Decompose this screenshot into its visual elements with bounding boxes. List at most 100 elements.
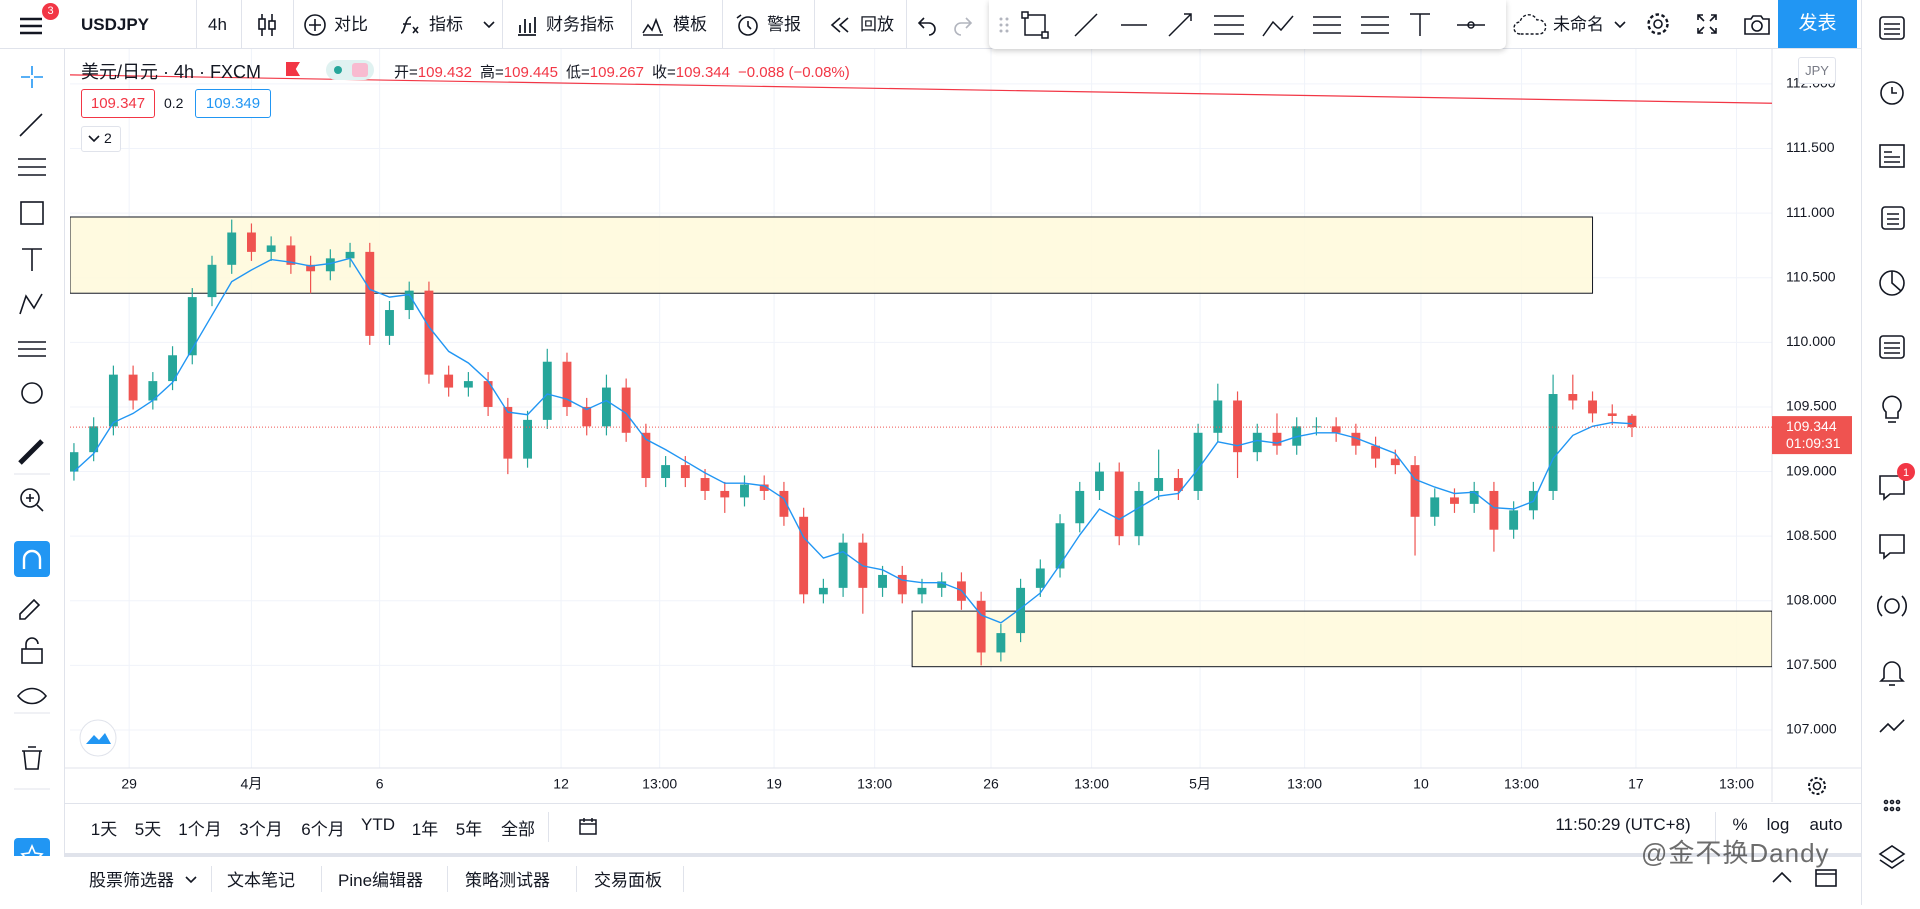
chat-button[interactable] xyxy=(1879,475,1905,501)
range-button[interactable]: 6个月 xyxy=(301,820,345,839)
templates-icon[interactable] xyxy=(641,13,665,37)
symbol[interactable]: USDJPY xyxy=(81,15,150,34)
trend-tool[interactable] xyxy=(19,113,43,137)
panel-tab[interactable]: 交易面板 xyxy=(594,871,662,890)
separator xyxy=(211,866,212,892)
replay-icon[interactable] xyxy=(828,14,852,36)
hotlist-button[interactable] xyxy=(1883,799,1901,812)
range-button[interactable]: YTD xyxy=(361,815,395,834)
ideas-button[interactable] xyxy=(1882,395,1902,423)
draw-mode-tool[interactable] xyxy=(19,598,41,620)
line-tool[interactable] xyxy=(1074,13,1098,37)
tv-logo[interactable] xyxy=(78,718,118,758)
pattern-tools[interactable] xyxy=(19,293,43,315)
ohlc-value: 109.344 xyxy=(675,64,730,81)
rectangle-tool[interactable] xyxy=(1021,11,1049,39)
visibility-tool[interactable] xyxy=(16,687,48,705)
calendar-button[interactable] xyxy=(1879,335,1905,359)
currency-label[interactable]: JPY xyxy=(1798,57,1836,84)
goto-date-button[interactable] xyxy=(576,816,600,838)
dropdown-arrow[interactable] xyxy=(482,19,496,31)
x-tick-label: 4月 xyxy=(241,776,263,792)
percent-toggle[interactable]: % xyxy=(1732,815,1748,834)
watchlist-button[interactable] xyxy=(1879,16,1905,40)
alerts-button[interactable] xyxy=(1879,661,1905,686)
messages-button[interactable] xyxy=(1879,534,1905,560)
indicator-toggle[interactable]: 2 xyxy=(81,126,121,152)
panel-tab[interactable]: 策略测试器 xyxy=(465,871,550,890)
layout-name[interactable]: 未命名 xyxy=(1553,15,1604,34)
collapse-panel[interactable] xyxy=(1770,868,1794,888)
alert-icon[interactable] xyxy=(734,12,760,38)
screener-button[interactable] xyxy=(1881,206,1905,230)
range-button[interactable]: 3个月 xyxy=(239,820,283,839)
replay-button[interactable]: 回放 xyxy=(860,15,894,34)
snapshot-button[interactable] xyxy=(1743,12,1771,36)
panel-tab[interactable]: 文本笔记 xyxy=(227,871,295,890)
dropdown-arrow[interactable] xyxy=(184,874,198,886)
range-button[interactable]: 5年 xyxy=(455,820,483,839)
chart-type-button[interactable] xyxy=(256,12,278,38)
lock-tool[interactable] xyxy=(21,637,43,664)
fib-tool[interactable] xyxy=(1313,16,1341,34)
dropdown-arrow[interactable] xyxy=(1613,19,1627,31)
crosshair-tool[interactable] xyxy=(21,66,43,88)
redo-button[interactable] xyxy=(950,14,974,36)
brush-tool[interactable] xyxy=(1262,15,1294,37)
compare-icon[interactable] xyxy=(303,13,327,37)
alert-button[interactable]: 警报 xyxy=(767,15,801,34)
clock[interactable]: 11:50:29 (UTC+8) xyxy=(1555,815,1691,834)
market-status[interactable] xyxy=(326,60,374,80)
measure-tool[interactable] xyxy=(18,439,44,465)
flag-marker[interactable] xyxy=(286,62,300,76)
pattern-tool[interactable] xyxy=(1361,16,1389,34)
data-window-button[interactable] xyxy=(1879,270,1905,296)
text-tools[interactable] xyxy=(22,248,42,271)
financials-button[interactable]: 财务指标 xyxy=(546,15,614,34)
text-tool[interactable] xyxy=(1410,13,1430,36)
range-button[interactable]: 1个月 xyxy=(178,820,222,839)
auto-toggle[interactable]: auto xyxy=(1809,815,1843,834)
templates-button[interactable]: 模板 xyxy=(673,15,707,34)
candle-body xyxy=(385,310,394,336)
maximize-panel[interactable] xyxy=(1814,867,1838,889)
range-button[interactable]: 全部 xyxy=(501,820,535,839)
y-tick-label: 110.000 xyxy=(1786,333,1836,349)
layers-button[interactable] xyxy=(1878,845,1906,869)
fullscreen-button[interactable] xyxy=(1695,12,1719,36)
ask-box[interactable]: 109.349 xyxy=(195,89,271,118)
fib-tools[interactable] xyxy=(18,158,46,176)
indicators-button[interactable]: 指标 xyxy=(429,15,463,34)
delete-tool[interactable] xyxy=(22,746,42,770)
log-toggle[interactable]: log xyxy=(1766,815,1790,834)
calendar-alarm-button[interactable] xyxy=(1880,81,1904,105)
magnet-button[interactable] xyxy=(14,541,50,577)
range-button[interactable]: 1天 xyxy=(90,820,118,839)
streams-button[interactable] xyxy=(1877,595,1907,617)
financials-icon[interactable] xyxy=(515,13,539,37)
axis-settings[interactable] xyxy=(1806,775,1828,797)
emoji-tools[interactable] xyxy=(21,382,43,404)
settings-button[interactable] xyxy=(1645,11,1671,37)
shape-tools[interactable] xyxy=(20,201,44,225)
menu-button[interactable] xyxy=(18,13,46,37)
range-button[interactable]: 1年 xyxy=(411,820,439,839)
compare-button[interactable]: 对比 xyxy=(334,15,368,34)
panel-tab[interactable]: 股票筛选器 xyxy=(89,871,174,890)
publish-button[interactable]: 发表 xyxy=(1778,0,1857,48)
trading-button[interactable] xyxy=(1879,719,1905,733)
news-button[interactable] xyxy=(1879,144,1905,168)
drag-handle[interactable] xyxy=(999,17,1009,33)
range-button[interactable]: 5天 xyxy=(134,820,162,839)
parallel-tool[interactable] xyxy=(1214,15,1244,35)
cloud-icon[interactable] xyxy=(1512,12,1552,38)
panel-tab[interactable]: Pine编辑器 xyxy=(338,871,424,890)
undo-button[interactable] xyxy=(916,14,940,36)
indicators-icon[interactable] xyxy=(397,13,421,37)
forecast-tools[interactable] xyxy=(18,341,46,357)
zoom-tool[interactable] xyxy=(20,488,44,512)
ohlc-value: 109.267 xyxy=(589,64,644,81)
arrow-tool[interactable] xyxy=(1168,13,1192,37)
interval[interactable]: 4h xyxy=(208,15,227,34)
bid-box[interactable]: 109.347 xyxy=(81,89,155,118)
